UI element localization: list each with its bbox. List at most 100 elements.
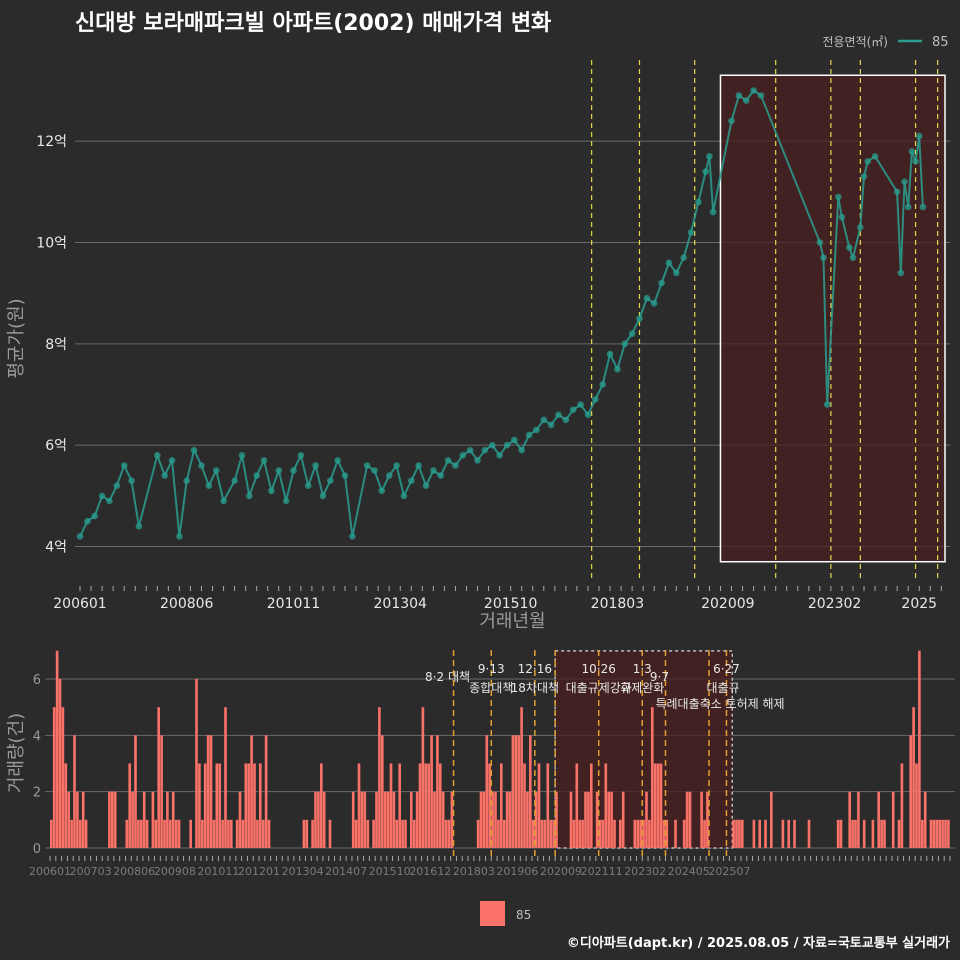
x-tick-label: 202405	[668, 865, 710, 878]
data-point	[912, 158, 919, 165]
data-point	[154, 452, 161, 459]
volume-bar	[79, 819, 82, 848]
data-point	[606, 350, 614, 358]
volume-bar	[375, 791, 378, 848]
volume-bar	[201, 819, 204, 848]
data-point	[665, 259, 673, 267]
data-point	[304, 482, 312, 490]
volume-bar	[424, 763, 428, 848]
data-point	[695, 198, 702, 206]
volume-bar	[203, 763, 207, 848]
volume-bar	[142, 791, 146, 848]
volume-bar	[215, 763, 219, 848]
volume-bar	[134, 735, 137, 848]
volume-bar	[682, 819, 686, 848]
volume-bar	[752, 819, 756, 848]
volume-bar	[221, 819, 224, 848]
data-point	[319, 492, 327, 500]
data-point	[728, 117, 735, 125]
volume-bar	[511, 735, 515, 848]
volume-bar	[67, 791, 71, 848]
x-tick-label: 201906	[496, 865, 538, 878]
data-point	[893, 188, 901, 196]
volume-bar	[328, 819, 332, 848]
data-point	[198, 462, 205, 469]
volume-bar	[598, 819, 602, 848]
x-tick-label: 200908	[154, 865, 196, 878]
data-point	[231, 477, 238, 485]
volume-bar	[787, 819, 791, 848]
volume-bar	[415, 791, 419, 848]
data-point	[444, 457, 452, 464]
data-point	[897, 269, 905, 277]
legend-bar-label: 85	[516, 908, 531, 922]
volume-bar	[500, 763, 503, 848]
volume-bar	[645, 791, 648, 848]
volume-bar	[534, 791, 538, 848]
volume-bar	[636, 819, 640, 848]
data-point	[511, 436, 518, 444]
volume-bar	[793, 819, 796, 848]
data-point	[569, 406, 577, 414]
price-chart: 4억 6억 8억 10억 12억 200601 200806 201011 201304 2015…	[6, 60, 950, 632]
data-point	[113, 482, 121, 490]
volume-bar	[238, 791, 242, 848]
volume-bar	[648, 819, 651, 848]
x-tick-label: 201510	[484, 596, 537, 612]
data-point	[415, 462, 422, 469]
volume-bar	[651, 707, 654, 848]
x-tick-label: 200703	[70, 865, 112, 878]
volume-bar	[587, 791, 590, 848]
volume-bar	[923, 791, 927, 848]
data-point	[168, 457, 176, 464]
volume-bar	[653, 763, 657, 848]
volume-bar	[741, 819, 744, 848]
volume-bar	[264, 735, 268, 848]
data-point	[282, 497, 290, 505]
x-tick-label: 200806	[113, 865, 155, 878]
data-point	[290, 467, 297, 474]
x-axis-label: 거래년월	[479, 611, 545, 632]
data-point	[614, 365, 621, 373]
volume-bar	[218, 763, 222, 848]
data-point	[275, 467, 283, 474]
data-point	[452, 462, 459, 469]
volume-bar	[166, 791, 169, 848]
volume-bar	[314, 791, 317, 848]
volume-bar	[386, 791, 390, 848]
x-tick-label: 202111	[581, 865, 623, 878]
volume-bar	[537, 763, 541, 848]
volume-bar	[363, 791, 367, 848]
volume-bar	[81, 791, 85, 848]
data-point	[400, 492, 408, 500]
volume-bar	[392, 791, 396, 848]
volume-bar	[555, 791, 558, 848]
x-tick-label: 201304	[374, 596, 428, 612]
y-tick-label: 6억	[45, 438, 67, 454]
volume-bar	[372, 819, 375, 848]
x-tick-label: 201803	[453, 865, 495, 878]
volume-bar	[389, 763, 393, 848]
volume-bar	[732, 819, 735, 848]
data-point	[706, 153, 713, 160]
y-tick-label: 0	[33, 842, 41, 857]
volume-bar	[764, 819, 767, 848]
data-point	[220, 497, 227, 505]
data-point	[212, 467, 220, 474]
volume-bar	[244, 763, 248, 848]
footer-source: ©디아파트(dapt.kr) / 2025.08.05 / 자료=국토교통부 실…	[567, 935, 950, 951]
data-point	[673, 269, 680, 277]
y-axis-label: 평균가(원)	[6, 298, 27, 378]
data-point	[849, 254, 857, 261]
volume-bar	[137, 819, 140, 848]
volume-bar	[441, 791, 445, 848]
volume-bar	[494, 791, 497, 848]
volume-bar	[351, 791, 355, 848]
data-point	[835, 193, 842, 201]
volume-bar	[140, 819, 143, 848]
data-point	[643, 294, 651, 302]
data-point	[628, 330, 636, 338]
x-tick-label: 202009	[540, 865, 582, 878]
x-tick-label: 202507	[708, 865, 750, 878]
